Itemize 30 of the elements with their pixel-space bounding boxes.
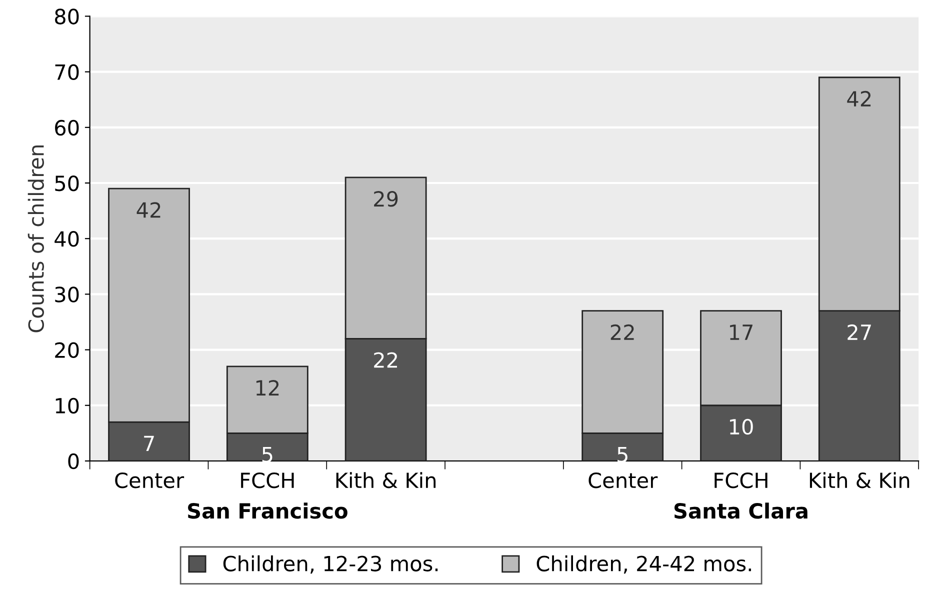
- y-tick-label: 70: [55, 64, 79, 80]
- y-tick-label: 40: [54, 231, 79, 247]
- y-tick-label: 60: [55, 120, 79, 136]
- data-label: 42: [847, 90, 871, 106]
- y-tick-label: 50: [55, 175, 79, 192]
- data-label: 42: [136, 202, 160, 218]
- y-tick-label: 0: [68, 453, 79, 470]
- x-tick-label: Kith & Kin: [336, 472, 436, 488]
- data-label: 17: [730, 324, 752, 340]
- data-label: 22: [374, 352, 397, 368]
- data-label: 7: [144, 436, 154, 452]
- y-tick-label: 20: [55, 342, 79, 358]
- data-label: 12: [256, 380, 279, 396]
- text: Santa Clara: [674, 502, 808, 519]
- data-label: 29: [374, 190, 398, 207]
- x-tick-label: FCCH: [714, 472, 768, 488]
- y-axis-title: Counts of children: [28, 146, 44, 332]
- data-label: 22: [610, 324, 634, 340]
- y-tick-label: 10: [56, 398, 79, 414]
- y-tick-label: 30: [55, 286, 79, 302]
- x-tick-label: Kith & Kin: [810, 472, 910, 488]
- data-label: 10: [730, 418, 753, 435]
- legend-label: Children, 24-42 mos.: [536, 555, 751, 574]
- data-label: 27: [848, 324, 871, 340]
- y-tick-label: 80: [55, 8, 79, 24]
- x-tick-label: Center: [115, 472, 184, 488]
- legend-label: Children, 12-23 mos.: [223, 555, 438, 574]
- text: San Francisco: [188, 502, 348, 519]
- x-tick-label: Center: [588, 472, 658, 488]
- x-tick-label: FCCH: [241, 472, 294, 488]
